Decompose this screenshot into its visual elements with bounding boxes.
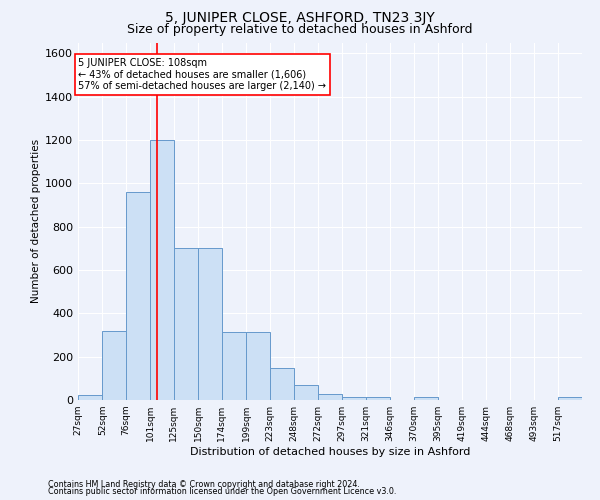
Bar <box>103 330 126 400</box>
Bar <box>294 385 318 400</box>
Bar <box>199 248 222 400</box>
Text: 5 JUNIPER CLOSE: 108sqm
← 43% of detached houses are smaller (1,606)
57% of semi: 5 JUNIPER CLOSE: 108sqm ← 43% of detache… <box>79 58 326 91</box>
Text: Contains HM Land Registry data © Crown copyright and database right 2024.: Contains HM Land Registry data © Crown c… <box>48 480 360 489</box>
Y-axis label: Number of detached properties: Number of detached properties <box>31 139 41 304</box>
Bar <box>174 248 199 400</box>
Bar <box>126 192 151 400</box>
Bar <box>222 332 247 400</box>
Text: 5, JUNIPER CLOSE, ASHFORD, TN23 3JY: 5, JUNIPER CLOSE, ASHFORD, TN23 3JY <box>165 11 435 25</box>
Bar <box>78 394 103 400</box>
Bar <box>318 394 342 400</box>
Bar <box>151 140 174 400</box>
Bar <box>413 397 438 400</box>
Bar <box>270 368 294 400</box>
Bar <box>557 397 582 400</box>
Text: Size of property relative to detached houses in Ashford: Size of property relative to detached ho… <box>127 24 473 36</box>
Bar <box>342 397 366 400</box>
Text: Contains public sector information licensed under the Open Government Licence v3: Contains public sector information licen… <box>48 487 397 496</box>
X-axis label: Distribution of detached houses by size in Ashford: Distribution of detached houses by size … <box>190 447 470 457</box>
Bar <box>247 332 270 400</box>
Bar <box>366 397 390 400</box>
